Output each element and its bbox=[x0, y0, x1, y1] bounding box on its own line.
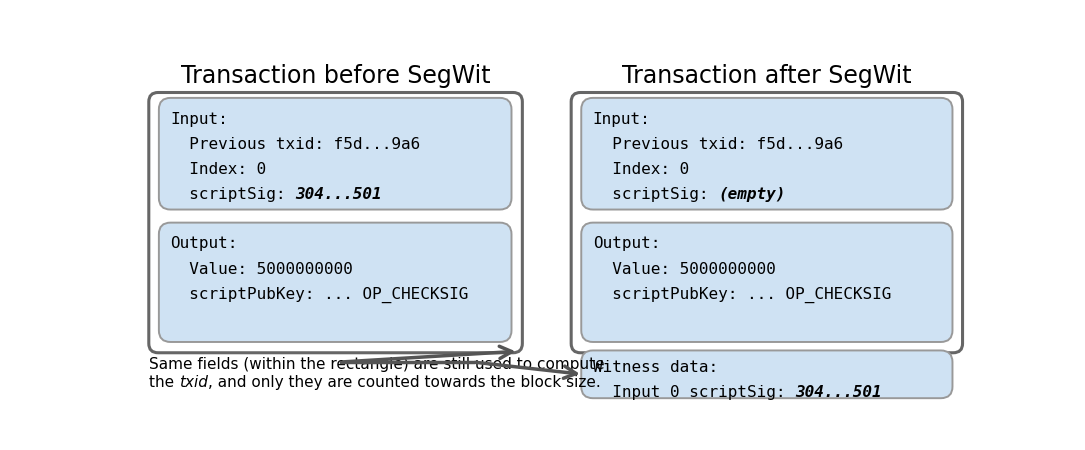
Text: 304...501: 304...501 bbox=[295, 187, 382, 202]
Text: Transaction after SegWit: Transaction after SegWit bbox=[622, 64, 911, 88]
Text: Index: 0: Index: 0 bbox=[592, 162, 689, 177]
Text: txid: txid bbox=[179, 375, 207, 390]
Text: scriptSig:: scriptSig: bbox=[170, 187, 295, 202]
FancyBboxPatch shape bbox=[149, 93, 522, 353]
Text: the: the bbox=[149, 375, 179, 390]
Text: Output:: Output: bbox=[170, 237, 238, 252]
FancyBboxPatch shape bbox=[571, 93, 962, 353]
Text: Input 0 scriptSig:: Input 0 scriptSig: bbox=[592, 385, 795, 400]
Text: Input:: Input: bbox=[592, 112, 651, 127]
Text: Previous txid: f5d...9a6: Previous txid: f5d...9a6 bbox=[592, 137, 843, 152]
Text: Value: 5000000000: Value: 5000000000 bbox=[592, 261, 776, 276]
Text: scriptPubKey: ... OP_CHECKSIG: scriptPubKey: ... OP_CHECKSIG bbox=[170, 287, 469, 303]
Text: Index: 0: Index: 0 bbox=[170, 162, 267, 177]
FancyBboxPatch shape bbox=[582, 223, 953, 342]
Text: Same fields (within the rectangle) are still used to compute: Same fields (within the rectangle) are s… bbox=[149, 357, 604, 372]
Text: Output:: Output: bbox=[592, 237, 661, 252]
Text: Witness data:: Witness data: bbox=[592, 360, 718, 375]
Text: scriptSig:: scriptSig: bbox=[592, 187, 718, 202]
Text: (empty): (empty) bbox=[718, 187, 786, 202]
Text: Transaction before SegWit: Transaction before SegWit bbox=[181, 64, 490, 88]
Text: Input:: Input: bbox=[170, 112, 228, 127]
FancyBboxPatch shape bbox=[582, 351, 953, 398]
FancyBboxPatch shape bbox=[582, 98, 953, 210]
Text: 304...501: 304...501 bbox=[795, 385, 882, 400]
Text: scriptPubKey: ... OP_CHECKSIG: scriptPubKey: ... OP_CHECKSIG bbox=[592, 287, 891, 303]
Text: Value: 5000000000: Value: 5000000000 bbox=[170, 261, 354, 276]
Text: , and only they are counted towards the block size.: , and only they are counted towards the … bbox=[207, 375, 600, 390]
FancyBboxPatch shape bbox=[158, 98, 511, 210]
FancyBboxPatch shape bbox=[158, 223, 511, 342]
Text: Previous txid: f5d...9a6: Previous txid: f5d...9a6 bbox=[170, 137, 421, 152]
